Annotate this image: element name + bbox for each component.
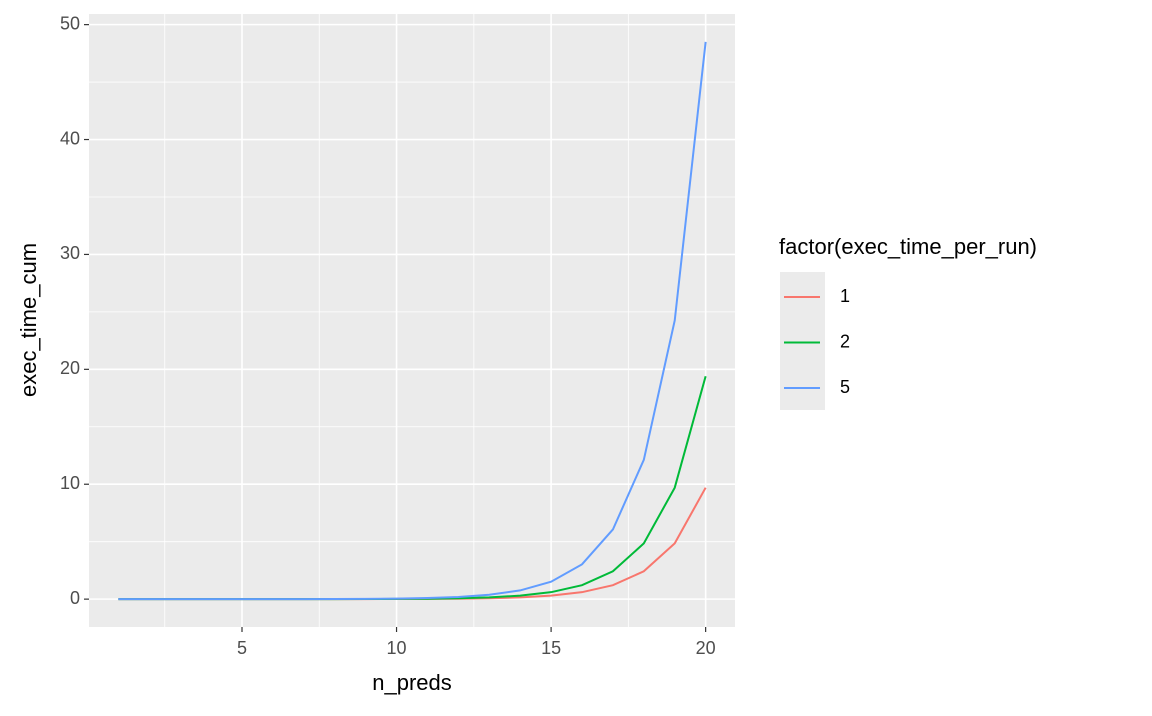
x-tick-label: 10 <box>387 638 407 658</box>
x-tick-label: 20 <box>696 638 716 658</box>
legend-keys-background <box>780 272 825 410</box>
legend-title: factor(exec_time_per_run) <box>779 234 1037 259</box>
y-tick-label: 10 <box>60 473 80 493</box>
legend-label: 2 <box>840 331 850 351</box>
y-tick-label: 50 <box>60 13 80 33</box>
legend-label: 5 <box>840 377 850 397</box>
x-tick-label: 15 <box>541 638 561 658</box>
y-tick-label: 40 <box>60 128 80 148</box>
y-tick-label: 20 <box>60 358 80 378</box>
series-line <box>118 41 707 601</box>
panel <box>89 14 735 627</box>
legend-label: 1 <box>840 286 850 306</box>
x-axis-title: n_preds <box>372 670 452 695</box>
y-axis-title: exec_time_cum <box>16 243 41 397</box>
y-tick-label: 0 <box>70 588 80 608</box>
x-tick-label: 5 <box>237 638 247 658</box>
y-tick-label: 30 <box>60 243 80 263</box>
